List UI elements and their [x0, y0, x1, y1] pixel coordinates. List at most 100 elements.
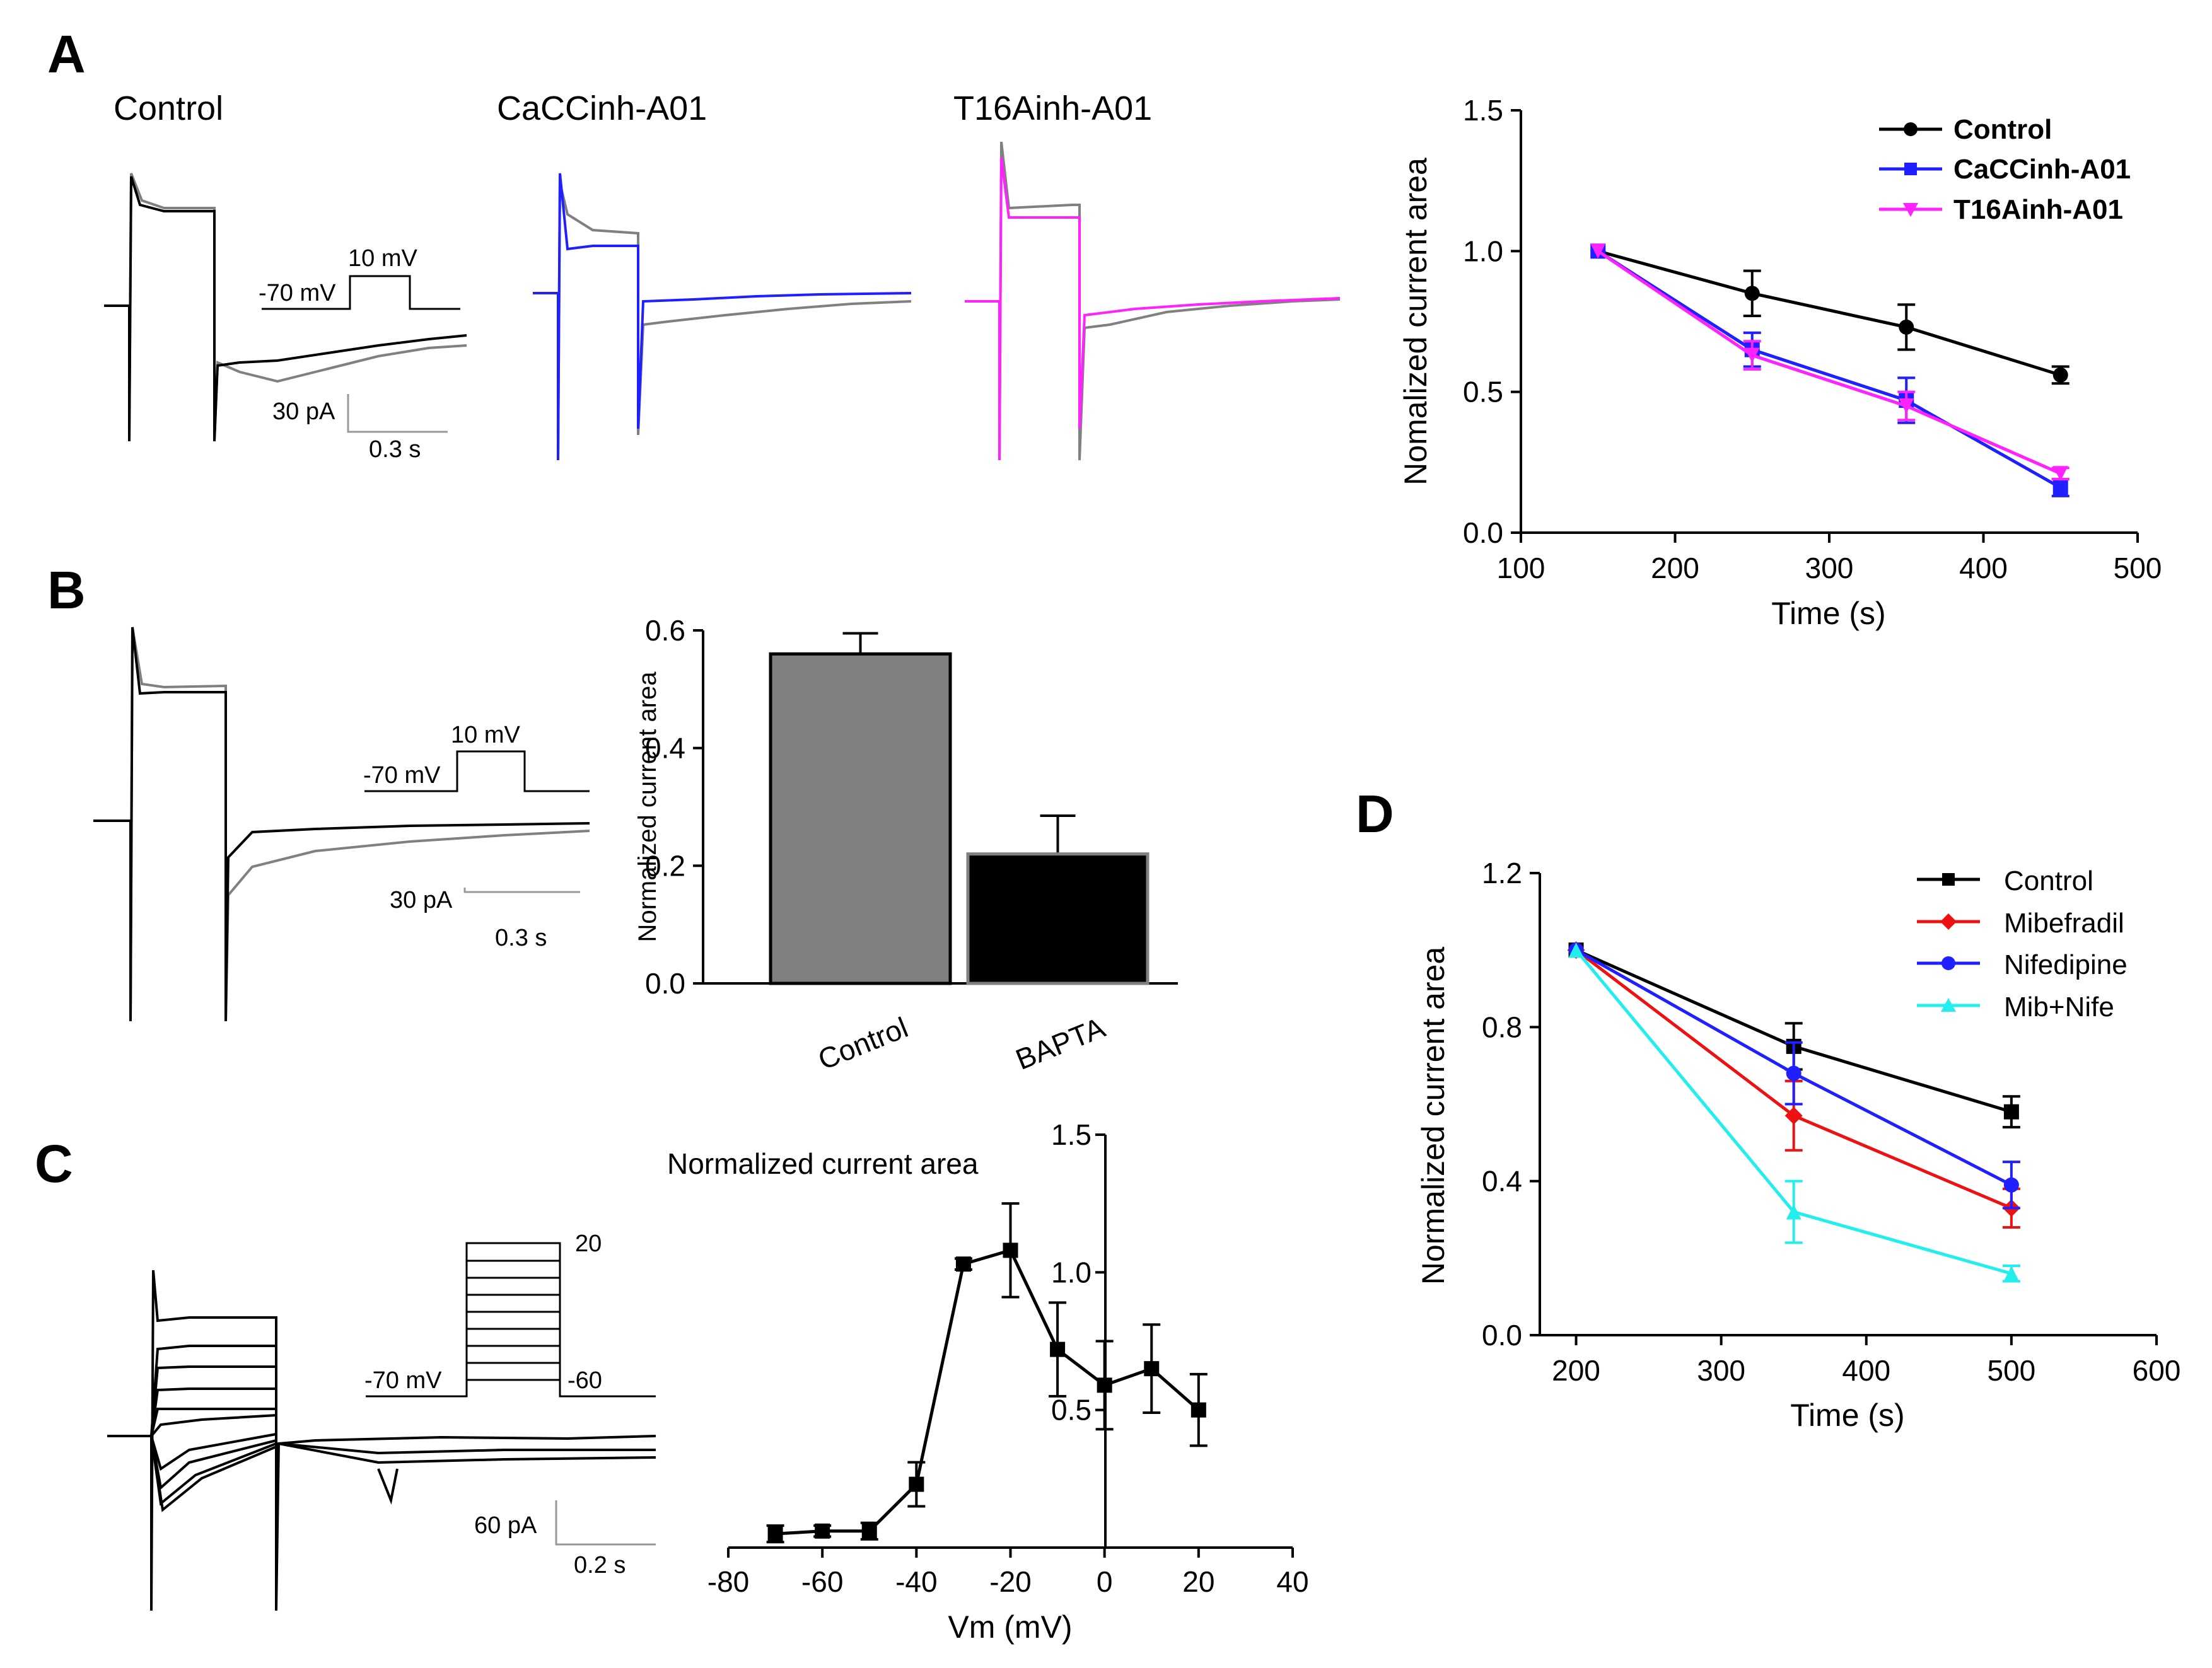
a-legend-t16a: T16Ainh-A01	[1953, 194, 2123, 225]
y-tick-label: 0.0	[645, 967, 685, 1000]
c-iv-line	[775, 1248, 1200, 1536]
x-tick-label: -20	[989, 1565, 1031, 1598]
protocol-a: -70 mV 10 mV	[259, 245, 460, 310]
c-data-point	[861, 1523, 877, 1539]
trace-c-sweep	[150, 1414, 277, 1437]
c-data-point	[1097, 1377, 1112, 1393]
y-tick-label: 0.0	[1463, 516, 1503, 549]
trace-cacc	[533, 173, 912, 461]
trace-title-control: Control	[114, 90, 223, 127]
panel-letter-d: D	[1356, 784, 1394, 843]
d-data-point	[2003, 1177, 2019, 1193]
y-tick-label: 1.5	[1051, 1118, 1091, 1151]
a-data-point	[1899, 398, 1914, 414]
trace-c-sweep	[150, 1433, 277, 1471]
protocol-c: -70 mV 20 -60	[364, 1231, 656, 1398]
panel-letter-a: A	[47, 25, 86, 84]
trace-control-black	[104, 176, 467, 442]
b-ylabel: Normalized current area	[634, 671, 661, 942]
d-data-point	[1786, 1204, 1802, 1220]
c-data-point	[767, 1526, 783, 1542]
a-data-point	[1744, 347, 1760, 363]
d-legend-control: Control	[2004, 866, 2093, 896]
x-tick-label: 300	[1805, 552, 1854, 584]
trace-c-sweep	[150, 1435, 277, 1512]
panel-d-line-chart: Normalized current area Time (s) 200 300 4…	[1416, 857, 2180, 1433]
x-tick-label: -60	[801, 1565, 843, 1598]
scalebar-b: 30 pA 0.3 s	[390, 887, 580, 951]
x-tick-label: 100	[1497, 552, 1545, 584]
panel-b-traces: -70 mV 10 mV 30 pA 0.3 s	[93, 627, 590, 1022]
scalebar-a: 30 pA 0.3 s	[272, 394, 448, 463]
d-data-point	[1784, 1106, 1803, 1125]
c-data-point	[1050, 1341, 1066, 1357]
d-series-2	[1568, 942, 2020, 1210]
c-data-point	[815, 1523, 830, 1539]
c-title: Normalized current area	[667, 1147, 979, 1180]
y-tick-label: 1.5	[1463, 94, 1503, 127]
x-tick-label: 500	[1988, 1354, 2036, 1387]
x-tick-label: -40	[895, 1565, 937, 1598]
a-series-2	[1590, 243, 2069, 482]
d-legend: Control Mibefradil Nifedipine Mib+Nife	[1917, 866, 2128, 1022]
x-tick-label: 500	[2114, 552, 2162, 584]
x-tick-label: 20	[1182, 1565, 1214, 1598]
protocol-b-step: 10 mV	[451, 722, 520, 748]
trace-c-sweep	[150, 1365, 276, 1437]
trace-t16a-magenta	[965, 157, 1341, 461]
panel-a-line-chart: Nomalized current area Time (s) 100 200 30…	[1398, 94, 2162, 631]
trace-b-black	[93, 627, 590, 1022]
x-tick-label: 200	[1552, 1354, 1600, 1387]
panel-c-traces: -70 mV 20 -60 60 pA 0.2 s	[107, 1231, 656, 1611]
d-xlabel: Time (s)	[1790, 1398, 1904, 1433]
b-category-label: BAPTA	[1011, 1011, 1109, 1076]
x-tick-label: 40	[1276, 1565, 1308, 1598]
y-tick-label: 0.2	[645, 849, 685, 882]
scalebar-a-current: 30 pA	[272, 398, 335, 425]
y-tick-label: 0.5	[1051, 1394, 1091, 1427]
d-data-point	[2003, 1266, 2019, 1282]
y-tick-label: 1.0	[1463, 235, 1503, 267]
trace-c-sweep	[278, 1442, 656, 1455]
protocol-c-bottom: -60	[568, 1367, 602, 1394]
x-tick-label: 300	[1697, 1354, 1745, 1387]
a-data-point	[1590, 243, 1606, 259]
x-tick-label: 600	[2133, 1354, 2181, 1387]
a-xlabel: Time (s)	[1771, 596, 1885, 631]
protocol-a-hold: -70 mV	[259, 280, 336, 306]
trace-title-cacc: CaCCinh-A01	[497, 90, 707, 127]
x-tick-label: 200	[1651, 552, 1699, 584]
a-legend-cacc: CaCCinh-A01	[1953, 154, 2131, 185]
c-data-point	[909, 1476, 924, 1492]
a-data-point	[2052, 466, 2068, 482]
trace-cacc-blue	[533, 173, 912, 461]
scalebar-b-time: 0.3 s	[495, 925, 547, 951]
panel-a-traces: Control CaCCinh-A01 T16Ainh-A01 -70 mV 1…	[104, 90, 1341, 463]
d-series-3	[1568, 942, 2020, 1283]
panel-b-bar-chart: Normalized current area 0.0 0.2 0.4 0.6 Con…	[634, 614, 1178, 1076]
a-series-1	[1590, 243, 2069, 497]
trace-cacc-gray	[533, 182, 912, 461]
y-tick-label: 1.2	[1482, 857, 1522, 889]
protocol-c-top: 20	[575, 1231, 602, 1257]
b-category-label: Control	[813, 1011, 912, 1076]
trace-control	[104, 173, 467, 442]
panel-c-iv-chart: Normalized current area Vm (mV) -80 -60 -4…	[667, 1118, 1309, 1645]
b-bar-bapta	[966, 852, 1150, 985]
a-data-point	[1744, 286, 1760, 301]
c-xlabel: Vm (mV)	[948, 1609, 1072, 1645]
a-series-line	[1597, 249, 2061, 377]
a-legend: Control CaCCinh-A01 T16Ainh-A01	[1879, 114, 2131, 225]
trace-c-sweep	[150, 1387, 276, 1437]
c-data-point	[1003, 1242, 1018, 1258]
trace-t16a	[965, 141, 1341, 461]
x-tick-label: 400	[1959, 552, 2008, 584]
x-tick-label: 400	[1842, 1354, 1890, 1387]
d-legend-mibefradil: Mibefradil	[2004, 908, 2124, 939]
panel-letter-c: C	[35, 1134, 73, 1193]
a-legend-control: Control	[1953, 114, 2052, 145]
y-tick-label: 0.4	[645, 732, 685, 765]
y-tick-label: 0.8	[1482, 1011, 1522, 1043]
protocol-b-hold: -70 mV	[363, 762, 441, 789]
